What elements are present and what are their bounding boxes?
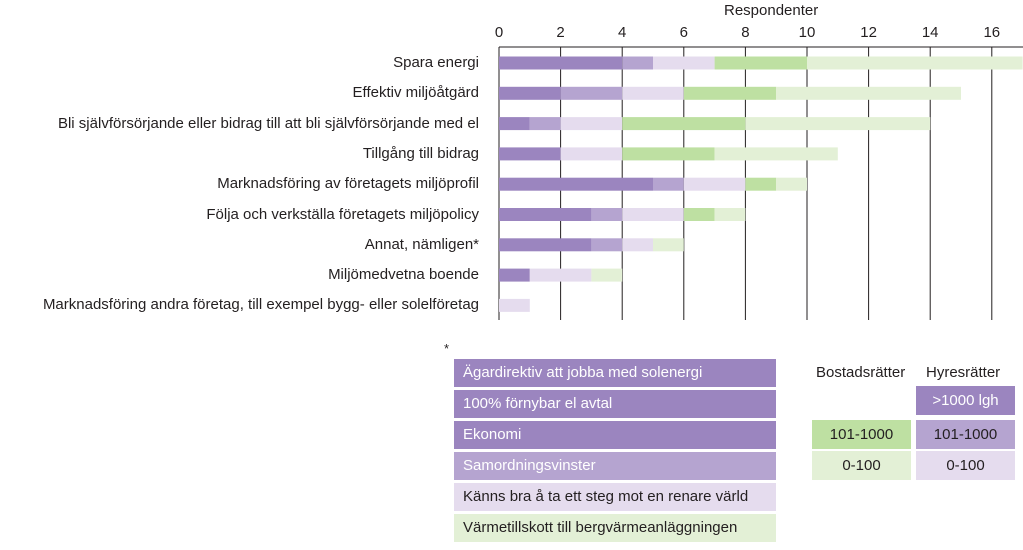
bar-chart [498, 46, 1023, 320]
x-tick-label: 14 [921, 24, 939, 41]
x-tick-label: 8 [741, 24, 750, 41]
bar-segment [745, 117, 931, 131]
bar-segment [714, 147, 838, 161]
x-tick-label: 12 [860, 24, 877, 41]
x-tick-label: 10 [798, 24, 816, 41]
footnote-item: Ägardirektiv att jobba med solenergi [454, 359, 776, 387]
bar-segment [622, 208, 684, 221]
bar-segment [499, 117, 530, 131]
x-tick-label: 16 [983, 24, 1001, 41]
bar-segment [591, 268, 623, 282]
x-tick-label: 4 [618, 24, 627, 41]
footnote-marker: * [444, 341, 450, 356]
category-label: Spara energi [393, 54, 479, 71]
bar-segment [591, 238, 623, 252]
bar-segment [499, 86, 561, 100]
bar-segment [683, 208, 715, 221]
bar-segment [653, 177, 684, 191]
legend-bostad-0-100: 0-100 [812, 451, 911, 480]
bar-segment [499, 298, 530, 312]
bar-segment [683, 86, 777, 100]
bar-segment [622, 117, 746, 131]
x-tick-label: 6 [679, 24, 688, 41]
bar-segment [745, 177, 777, 191]
bar-segment [653, 238, 684, 252]
footnote-item: Samordningsvinster [454, 452, 776, 480]
legend-hyres-over-1000: >1000 lgh [916, 386, 1015, 415]
footnote-item: Värmetillskott till bergvärmeanläggninge… [454, 514, 776, 542]
bar-segment [529, 268, 592, 282]
legend-hyres-101-1000: 101-1000 [916, 420, 1015, 449]
bar-segment [776, 177, 807, 191]
legend-hyres-0-100: 0-100 [916, 451, 1015, 480]
category-label: Annat, nämligen* [364, 235, 479, 253]
bar-segment [653, 56, 715, 70]
legend-bostad-101-1000: 101-1000 [812, 420, 911, 449]
footnote-item: Känns bra å ta ett steg mot en renare vä… [454, 483, 776, 511]
legend-header-bostadsratter: Bostadsrätter [816, 364, 906, 381]
footnote-item: Ekonomi [454, 421, 776, 449]
bar-segment [714, 208, 746, 221]
bar-segment [499, 147, 561, 161]
bar-segment [499, 268, 530, 282]
legend-header-hyresratter: Hyresrätter [926, 364, 1001, 381]
category-label: Följa och verkställa företagets miljöpol… [206, 205, 479, 223]
category-label: Tillgång till bidrag [362, 144, 479, 162]
bar-segment [499, 208, 592, 221]
bar-segment [560, 147, 623, 161]
bar-segment [499, 238, 592, 252]
bar-segment [776, 86, 961, 100]
bar-segment [560, 86, 623, 100]
bar-segment [622, 86, 684, 100]
category-label: Bli självförsörjande eller bidrag till a… [57, 114, 479, 132]
x-tick-label: 0 [494, 24, 504, 41]
bars [499, 56, 1023, 312]
bar-segment [683, 177, 746, 191]
bar-segment [529, 117, 561, 131]
category-label: Effektiv miljöåtgärd [352, 84, 479, 102]
bar-segment [560, 117, 623, 131]
bar-segment [807, 56, 1023, 70]
category-label: Miljömedvetna boende [328, 266, 479, 284]
bar-segment [622, 238, 653, 252]
footnote-item: 100% förnybar el avtal [454, 390, 776, 418]
bar-segment [622, 147, 715, 161]
x-tick-label: 2 [556, 24, 565, 41]
bar-segment [499, 56, 623, 70]
bar-segment [622, 56, 653, 70]
bar-segment [499, 177, 653, 191]
category-label: Marknadsföring andra företag, till exemp… [42, 296, 479, 314]
x-axis-title: Respondenter [724, 2, 819, 19]
bar-segment [714, 56, 807, 70]
bar-segment [591, 208, 623, 221]
category-label: Marknadsföring av företagets miljöprofil [217, 175, 479, 193]
